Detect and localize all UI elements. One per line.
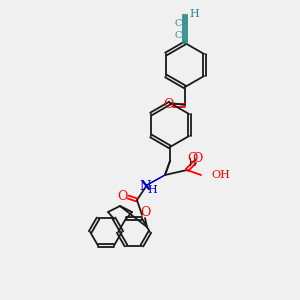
Text: H: H [147, 185, 157, 195]
Text: H: H [189, 158, 197, 168]
Text: O: O [187, 152, 197, 164]
Text: O: O [140, 206, 150, 220]
Text: O: O [117, 190, 127, 202]
Text: OH: OH [211, 170, 230, 180]
Text: O: O [163, 98, 173, 112]
Text: O: O [192, 152, 202, 166]
Text: N: N [139, 181, 151, 194]
Text: H: H [189, 9, 199, 19]
Text: C: C [174, 31, 182, 40]
Text: C: C [174, 19, 182, 28]
